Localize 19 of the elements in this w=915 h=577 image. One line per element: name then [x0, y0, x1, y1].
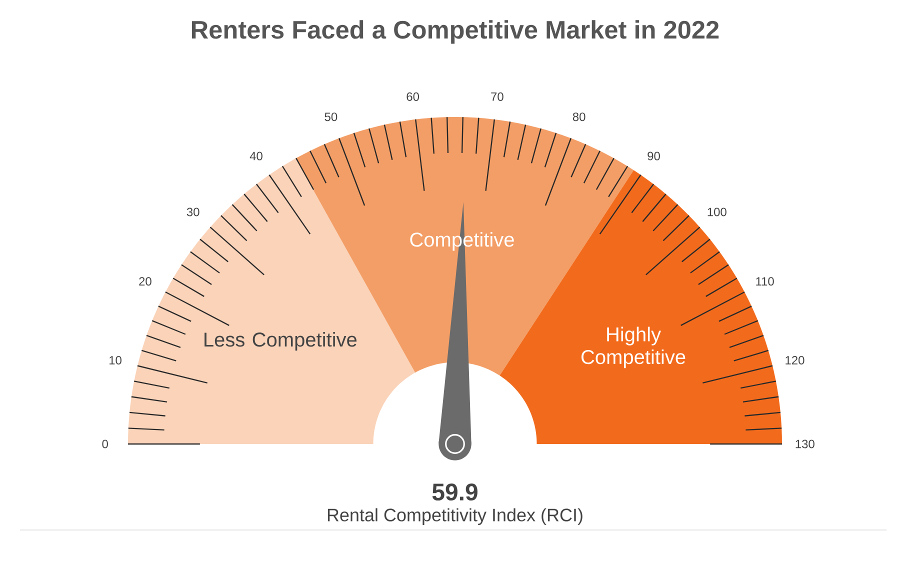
text: 0	[102, 440, 108, 448]
text: 120	[786, 356, 804, 365]
chart-title: Renters Faced a Competitive Market in 2022	[192, 20, 719, 44]
text: 80	[572, 112, 586, 122]
text: 59.9	[432, 484, 478, 501]
text: 100	[708, 208, 726, 216]
text: 130	[796, 440, 814, 448]
text: 60	[406, 92, 420, 101]
text: 10	[110, 356, 122, 365]
slice-label: Less Competitive	[204, 332, 357, 351]
slice-label: Highly Competitive	[582, 326, 686, 368]
text: 110	[756, 277, 774, 286]
text: 50	[324, 112, 338, 122]
text: 90	[648, 152, 660, 160]
text: 30	[186, 208, 200, 216]
text: 70	[491, 92, 504, 101]
text: Rental Competitivity Index (RCI)	[328, 508, 582, 525]
text: 40	[250, 152, 262, 160]
text: 20	[139, 277, 152, 286]
